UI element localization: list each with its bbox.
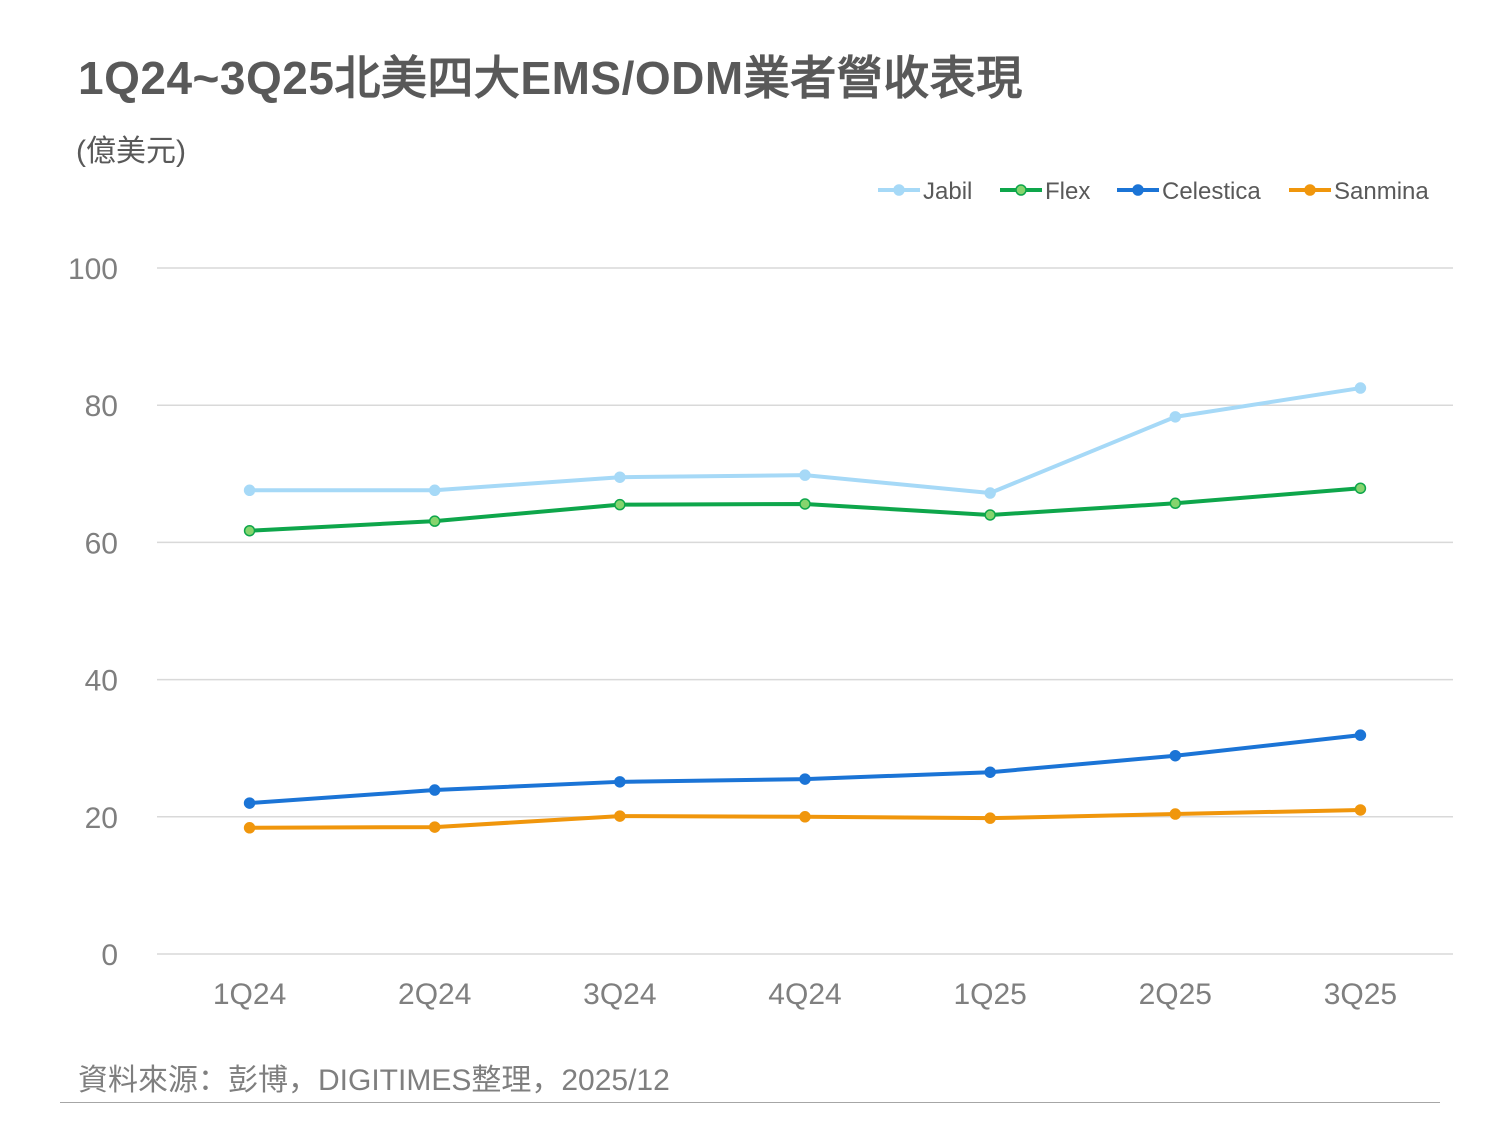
data-point-flex <box>428 515 441 527</box>
data-point-flex <box>984 509 996 521</box>
data-point-sanmina <box>799 811 811 823</box>
data-point-sanmina <box>1169 808 1182 820</box>
data-point-flex <box>1354 482 1367 494</box>
legend-label: Celestica <box>1162 178 1261 205</box>
x-tick-label: 2Q25 <box>1139 978 1212 1011</box>
data-point-celestica <box>614 776 626 788</box>
y-tick-label: 80 <box>85 390 118 423</box>
data-point-celestica <box>428 784 441 796</box>
x-tick-label: 1Q24 <box>213 978 286 1011</box>
legend-marker-flex <box>1015 184 1027 196</box>
data-point-jabil <box>428 484 441 497</box>
data-point-celestica <box>1169 749 1182 762</box>
data-point-sanmina <box>243 822 256 834</box>
data-point-jabil <box>1169 411 1182 423</box>
data-point-sanmina <box>428 821 441 833</box>
data-point-flex <box>614 498 626 511</box>
data-point-celestica <box>799 773 811 785</box>
legend-label: Flex <box>1045 178 1090 205</box>
chart-title: 1Q24~3Q25北美四大EMS/ODM業者營收表現 <box>78 52 1023 104</box>
data-point-celestica <box>984 766 996 778</box>
data-point-flex <box>799 498 811 510</box>
data-point-celestica <box>243 797 256 809</box>
data-point-jabil <box>984 487 996 499</box>
data-point-flex <box>1169 497 1182 510</box>
legend-marker-celestica <box>1132 184 1144 196</box>
data-point-jabil <box>243 484 256 497</box>
data-point-flex <box>243 524 256 537</box>
y-tick-label: 60 <box>85 527 118 560</box>
legend-label: Jabil <box>923 178 972 205</box>
legend-marker-sanmina <box>1304 184 1316 196</box>
data-point-jabil <box>1354 382 1367 394</box>
legend-label: Sanmina <box>1334 178 1429 205</box>
data-point-sanmina <box>984 812 996 824</box>
x-tick-label: 3Q25 <box>1324 978 1397 1011</box>
data-point-jabil <box>614 471 626 483</box>
data-point-celestica <box>1354 729 1367 741</box>
y-tick-label: 0 <box>101 939 118 972</box>
data-point-jabil <box>799 469 811 481</box>
y-axis-unit-label: (億美元) <box>76 135 186 168</box>
x-tick-label: 1Q25 <box>953 978 1026 1011</box>
y-tick-label: 20 <box>85 802 118 835</box>
x-tick-label: 2Q24 <box>398 978 471 1011</box>
data-point-sanmina <box>614 810 626 822</box>
data-point-sanmina <box>1354 804 1367 816</box>
x-tick-label: 4Q24 <box>768 978 841 1011</box>
y-tick-label: 100 <box>68 253 118 286</box>
x-tick-label: 3Q24 <box>583 978 656 1011</box>
y-tick-label: 40 <box>85 665 118 698</box>
series-line-celestica <box>249 733 1361 806</box>
source-note: 資料來源：彭博，DIGITIMES整理，2025/12 <box>78 1064 670 1097</box>
footer-divider <box>60 1102 1440 1103</box>
legend-marker-jabil <box>893 184 905 196</box>
